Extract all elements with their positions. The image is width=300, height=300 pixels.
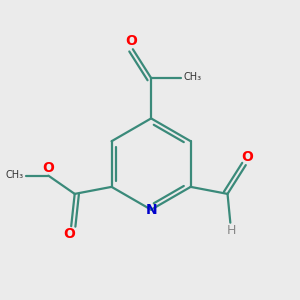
Text: N: N — [145, 203, 157, 217]
Text: O: O — [242, 150, 254, 164]
Text: O: O — [42, 161, 54, 175]
Text: O: O — [125, 34, 137, 49]
Text: CH₃: CH₃ — [6, 169, 24, 180]
Text: CH₃: CH₃ — [183, 72, 201, 82]
Text: O: O — [64, 227, 75, 241]
Text: H: H — [227, 224, 236, 237]
